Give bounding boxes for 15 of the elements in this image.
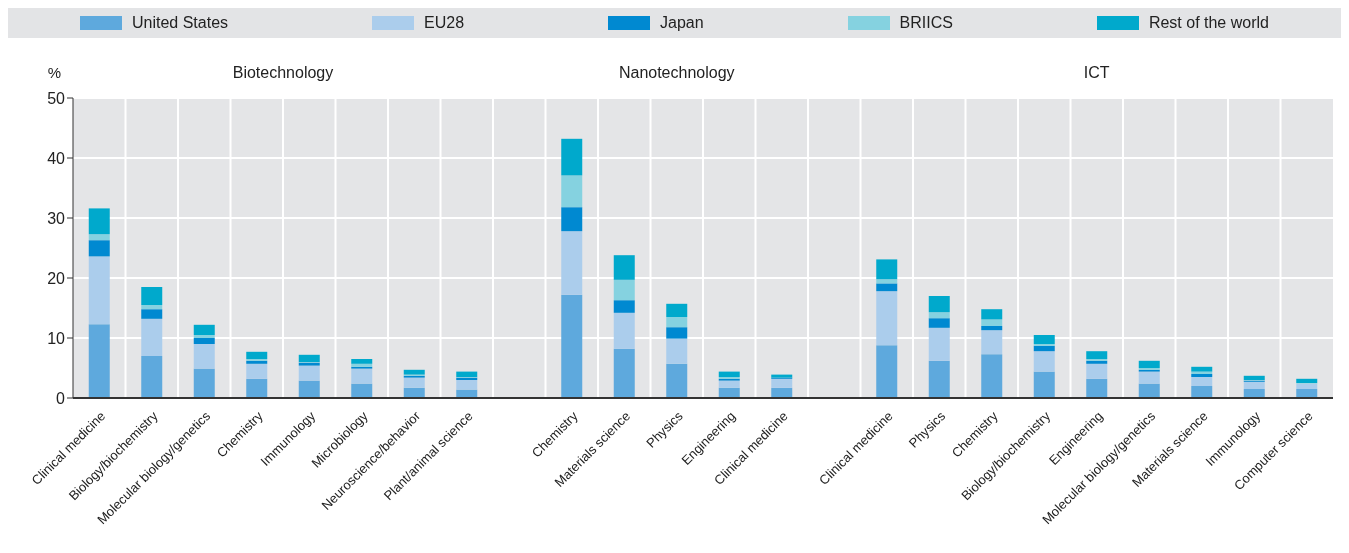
legend-label: Japan xyxy=(660,14,704,32)
y-axis-title: % xyxy=(47,64,61,81)
legend-label: United States xyxy=(131,14,229,32)
y-tick-label: 40 xyxy=(47,149,66,167)
legend-label: EU28 xyxy=(424,14,465,32)
text: Biotechnology xyxy=(232,64,334,81)
legend-label: Rest of the world xyxy=(1148,14,1269,32)
text: Nanotechnology xyxy=(618,64,735,81)
legend-label: BRIICS xyxy=(899,14,953,32)
y-tick-label: 30 xyxy=(47,209,66,227)
y-tick-label: 10 xyxy=(47,329,66,347)
text: ICT xyxy=(1083,64,1110,81)
y-tick-label: 0 xyxy=(56,389,66,407)
y-tick-label: 50 xyxy=(47,89,66,107)
y-tick-label: 20 xyxy=(47,269,66,287)
